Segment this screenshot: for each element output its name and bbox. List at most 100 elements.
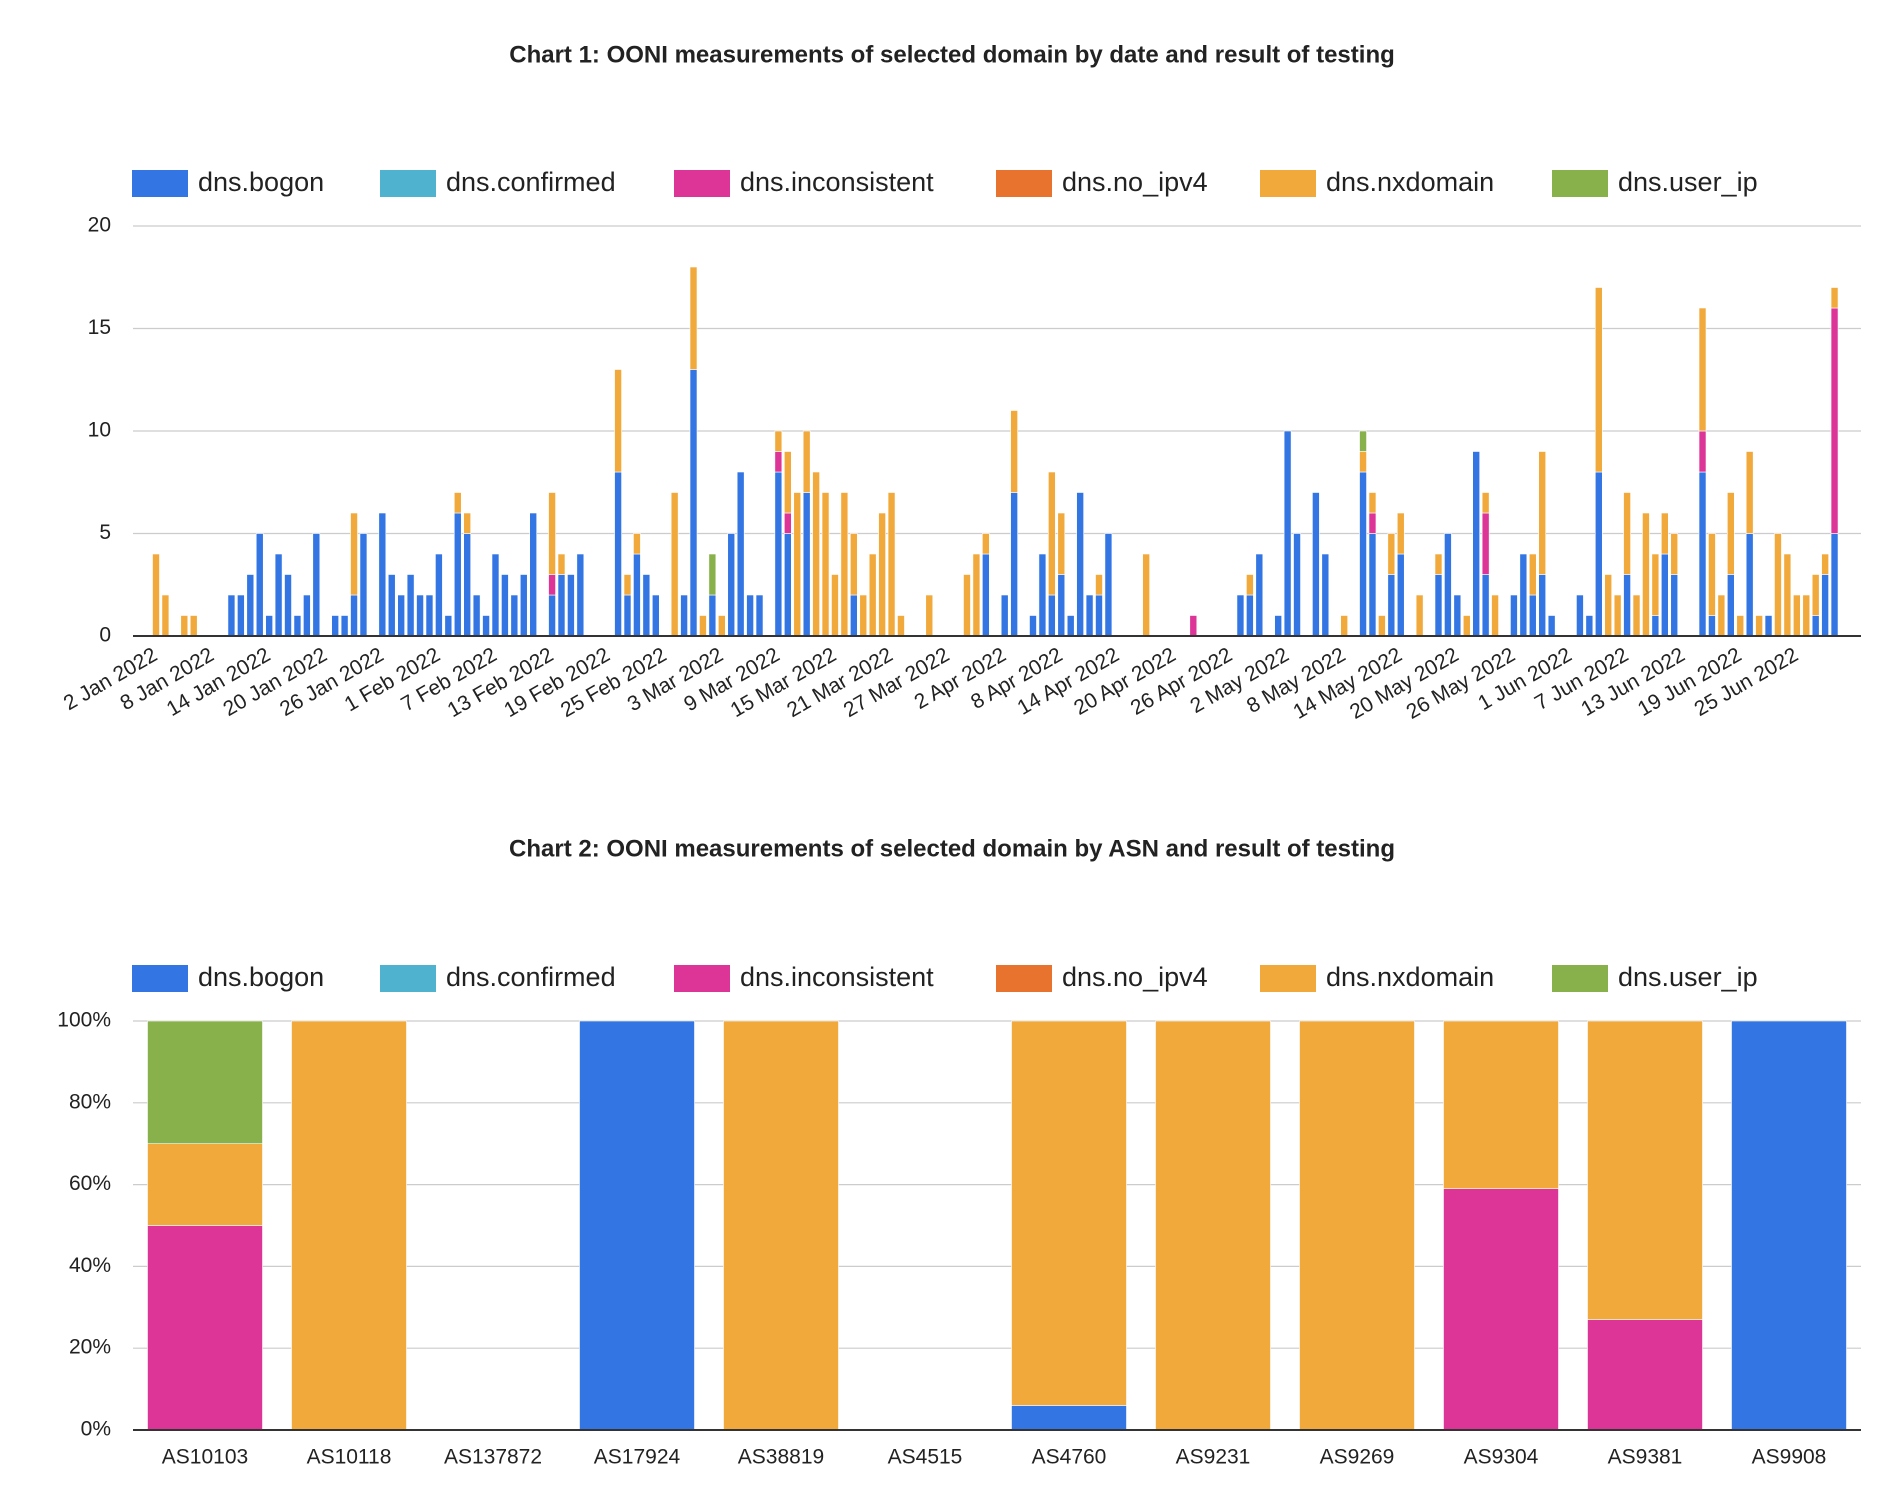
bar-segment bbox=[1793, 594, 1801, 637]
bar-segment bbox=[1189, 615, 1198, 637]
bar-segment bbox=[463, 533, 471, 637]
bar-segment bbox=[1299, 1020, 1415, 1431]
bar-segment bbox=[784, 451, 792, 514]
bar-segment bbox=[1010, 492, 1018, 637]
bar-segment bbox=[699, 615, 707, 637]
bar-segment bbox=[708, 553, 717, 596]
bar-segment bbox=[802, 430, 811, 493]
bar-segment bbox=[723, 1020, 839, 1431]
legend-swatch bbox=[996, 170, 1052, 197]
bar-segment bbox=[1283, 430, 1292, 637]
bar-segment bbox=[548, 594, 556, 637]
bar-segment bbox=[303, 594, 311, 637]
bar-segment bbox=[1246, 594, 1254, 637]
bar-segment bbox=[453, 492, 462, 514]
chart-title: Chart 2: OONI measurements of selected d… bbox=[509, 835, 1395, 862]
bar-segment bbox=[614, 471, 622, 637]
legend-label: dns.inconsistent bbox=[740, 167, 934, 197]
bar-segment bbox=[1481, 574, 1490, 637]
bar-segment bbox=[793, 492, 802, 637]
y-tick-label: 100% bbox=[57, 1009, 111, 1032]
bar-segment bbox=[774, 430, 783, 452]
bar-segment bbox=[1359, 430, 1367, 452]
legend-swatch bbox=[132, 170, 188, 197]
bar-segment bbox=[1745, 451, 1754, 534]
y-tick-label: 0% bbox=[81, 1418, 111, 1441]
y-tick-label: 0 bbox=[99, 624, 111, 647]
bar-segment bbox=[1010, 410, 1018, 493]
bar-segment bbox=[529, 512, 538, 637]
bar-segment bbox=[501, 574, 509, 637]
x-tick-label: AS9269 bbox=[1320, 1446, 1395, 1469]
bar-segment bbox=[1698, 471, 1707, 637]
bar-segment bbox=[1491, 594, 1499, 637]
legend-swatch bbox=[1552, 965, 1608, 992]
bar-segment bbox=[482, 615, 490, 637]
bar-segment bbox=[1632, 594, 1641, 637]
bar-segment bbox=[579, 1020, 695, 1431]
bar-segment bbox=[1387, 574, 1396, 637]
bar-segment bbox=[1472, 451, 1480, 637]
bar-segment bbox=[1528, 594, 1537, 637]
legend-swatch bbox=[674, 965, 730, 992]
y-tick-label: 20 bbox=[88, 214, 111, 237]
legend-swatch bbox=[380, 170, 436, 197]
bar-segment bbox=[784, 512, 792, 534]
legend-swatch bbox=[674, 170, 730, 197]
bar-segment bbox=[925, 594, 934, 637]
bar-segment bbox=[1104, 533, 1113, 637]
bar-segment bbox=[1368, 492, 1377, 514]
bar-segment bbox=[1057, 574, 1066, 637]
bar-segment bbox=[397, 594, 405, 637]
y-tick-label: 20% bbox=[69, 1336, 111, 1359]
bar-segment bbox=[1000, 594, 1009, 637]
bar-segment bbox=[350, 512, 358, 596]
bar-segment bbox=[1613, 594, 1622, 637]
legend-label: dns.nxdomain bbox=[1326, 962, 1494, 992]
bar-segment bbox=[1519, 553, 1528, 637]
bar-segment bbox=[416, 594, 424, 637]
bar-segment bbox=[312, 533, 321, 637]
bar-segment bbox=[1076, 492, 1084, 637]
bar-segment bbox=[878, 512, 886, 637]
bar-segment bbox=[293, 615, 302, 637]
bar-segment bbox=[1661, 553, 1669, 637]
bar-segment bbox=[1368, 512, 1377, 534]
bar-segment bbox=[340, 615, 349, 637]
x-tick-label: AS38819 bbox=[738, 1446, 824, 1469]
bar-segment bbox=[1830, 287, 1839, 309]
bar-segment bbox=[1085, 594, 1094, 637]
bar-segment bbox=[1698, 430, 1707, 473]
bar-segment bbox=[963, 574, 971, 637]
bar-segment bbox=[435, 553, 443, 637]
bar-segment bbox=[576, 553, 585, 637]
bar-segment bbox=[1011, 1020, 1127, 1406]
legend-label: dns.nxdomain bbox=[1326, 167, 1494, 197]
bar-segment bbox=[463, 512, 471, 534]
bar-segment bbox=[1528, 553, 1537, 596]
bar-segment bbox=[812, 471, 820, 637]
bar-segment bbox=[1415, 594, 1424, 637]
bar-segment bbox=[1585, 615, 1594, 637]
bar-segment bbox=[1594, 287, 1603, 473]
bar-segment bbox=[1538, 574, 1547, 637]
bar-segment bbox=[1821, 553, 1829, 575]
bar-segment bbox=[1811, 574, 1820, 616]
bar-segment bbox=[406, 574, 415, 637]
bar-segment bbox=[831, 574, 839, 637]
bar-segment bbox=[378, 512, 387, 637]
bar-segment bbox=[1510, 594, 1518, 637]
bar-segment bbox=[152, 553, 160, 637]
legend-label: dns.user_ip bbox=[1618, 167, 1758, 197]
bar-segment bbox=[265, 615, 273, 637]
bar-segment bbox=[623, 574, 632, 596]
bar-segment bbox=[774, 451, 783, 473]
bar-segment bbox=[1444, 533, 1452, 637]
bar-segment bbox=[614, 369, 622, 473]
bar-segment bbox=[387, 574, 396, 637]
y-tick-label: 15 bbox=[88, 316, 111, 339]
bar-segment bbox=[453, 512, 462, 637]
bar-segment bbox=[1576, 594, 1584, 637]
bar-segment bbox=[425, 594, 434, 637]
x-tick-label: AS4515 bbox=[888, 1446, 963, 1469]
